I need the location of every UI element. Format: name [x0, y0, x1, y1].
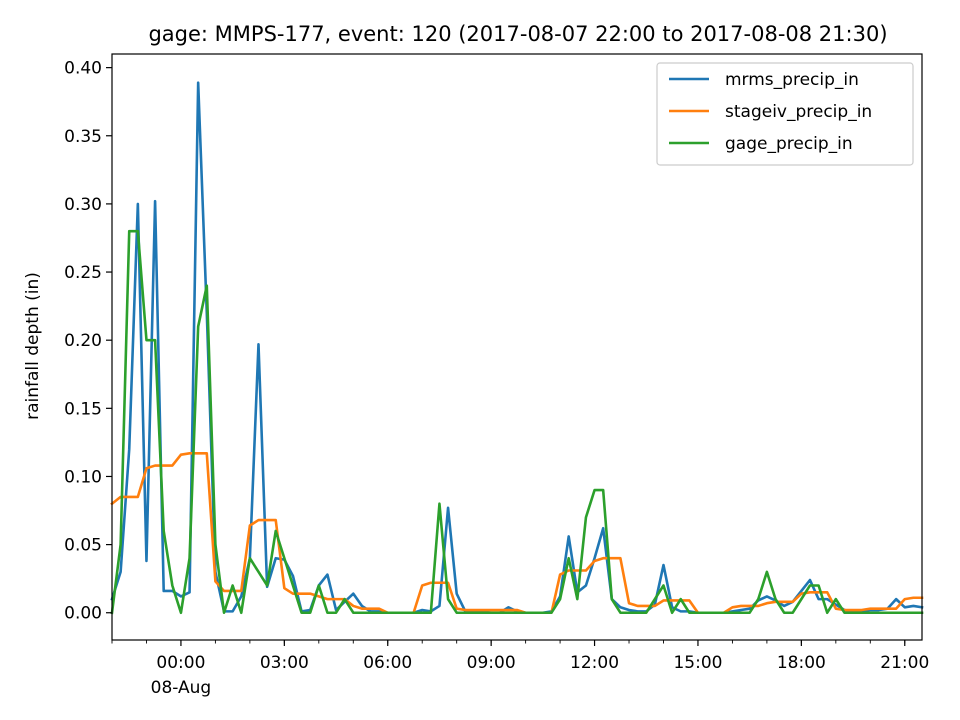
chart-title: gage: MMPS-177, event: 120 (2017-08-07 2… — [148, 22, 887, 46]
x-tick-label: 15:00 — [673, 653, 722, 673]
x-tick-label: 09:00 — [467, 653, 516, 673]
legend-box — [656, 62, 914, 166]
y-tick-label: 0.00 — [64, 604, 102, 624]
y-axis: 0.00 0.05 0.10 0.15 0.20 0.25 0.30 0.35 0.40 — [64, 59, 112, 624]
x-tick-label: 18:00 — [777, 653, 826, 673]
y-tick-label: 0.05 — [64, 536, 102, 556]
x-tick-date-label: 08-Aug — [151, 678, 212, 698]
y-tick-label: 0.10 — [64, 467, 102, 487]
y-tick-label: 0.25 — [64, 263, 102, 283]
series-line-stageiv-precip-in — [110, 451, 924, 615]
x-tick-label: 12:00 — [570, 653, 619, 673]
x-tick-label: 00:00 — [156, 653, 205, 673]
x-tick-label: 03:00 — [260, 653, 309, 673]
legend-label: gage_precip_in — [725, 134, 853, 154]
series-line-gage-precip-in — [110, 229, 924, 615]
y-tick-label: 0.30 — [64, 195, 102, 215]
legend-label: stageiv_precip_in — [725, 102, 872, 122]
series-layer — [110, 81, 924, 615]
y-tick-label: 0.40 — [64, 59, 102, 79]
legend: mrms_precip_in stageiv_precip_in gage_prec… — [656, 62, 914, 166]
y-tick-label: 0.35 — [64, 127, 102, 147]
x-tick-label: 21:00 — [880, 653, 929, 673]
y-axis-label: rainfall depth (in) — [23, 272, 43, 420]
y-tick-label: 0.15 — [64, 399, 102, 419]
legend-label: mrms_precip_in — [725, 70, 859, 90]
x-tick-label: 06:00 — [363, 653, 412, 673]
plot-frame — [111, 53, 923, 641]
y-tick-label: 0.20 — [64, 331, 102, 351]
x-axis: 00:00 03:00 06:00 09:00 12:00 15:00 18:00 21:00… — [111, 640, 929, 698]
